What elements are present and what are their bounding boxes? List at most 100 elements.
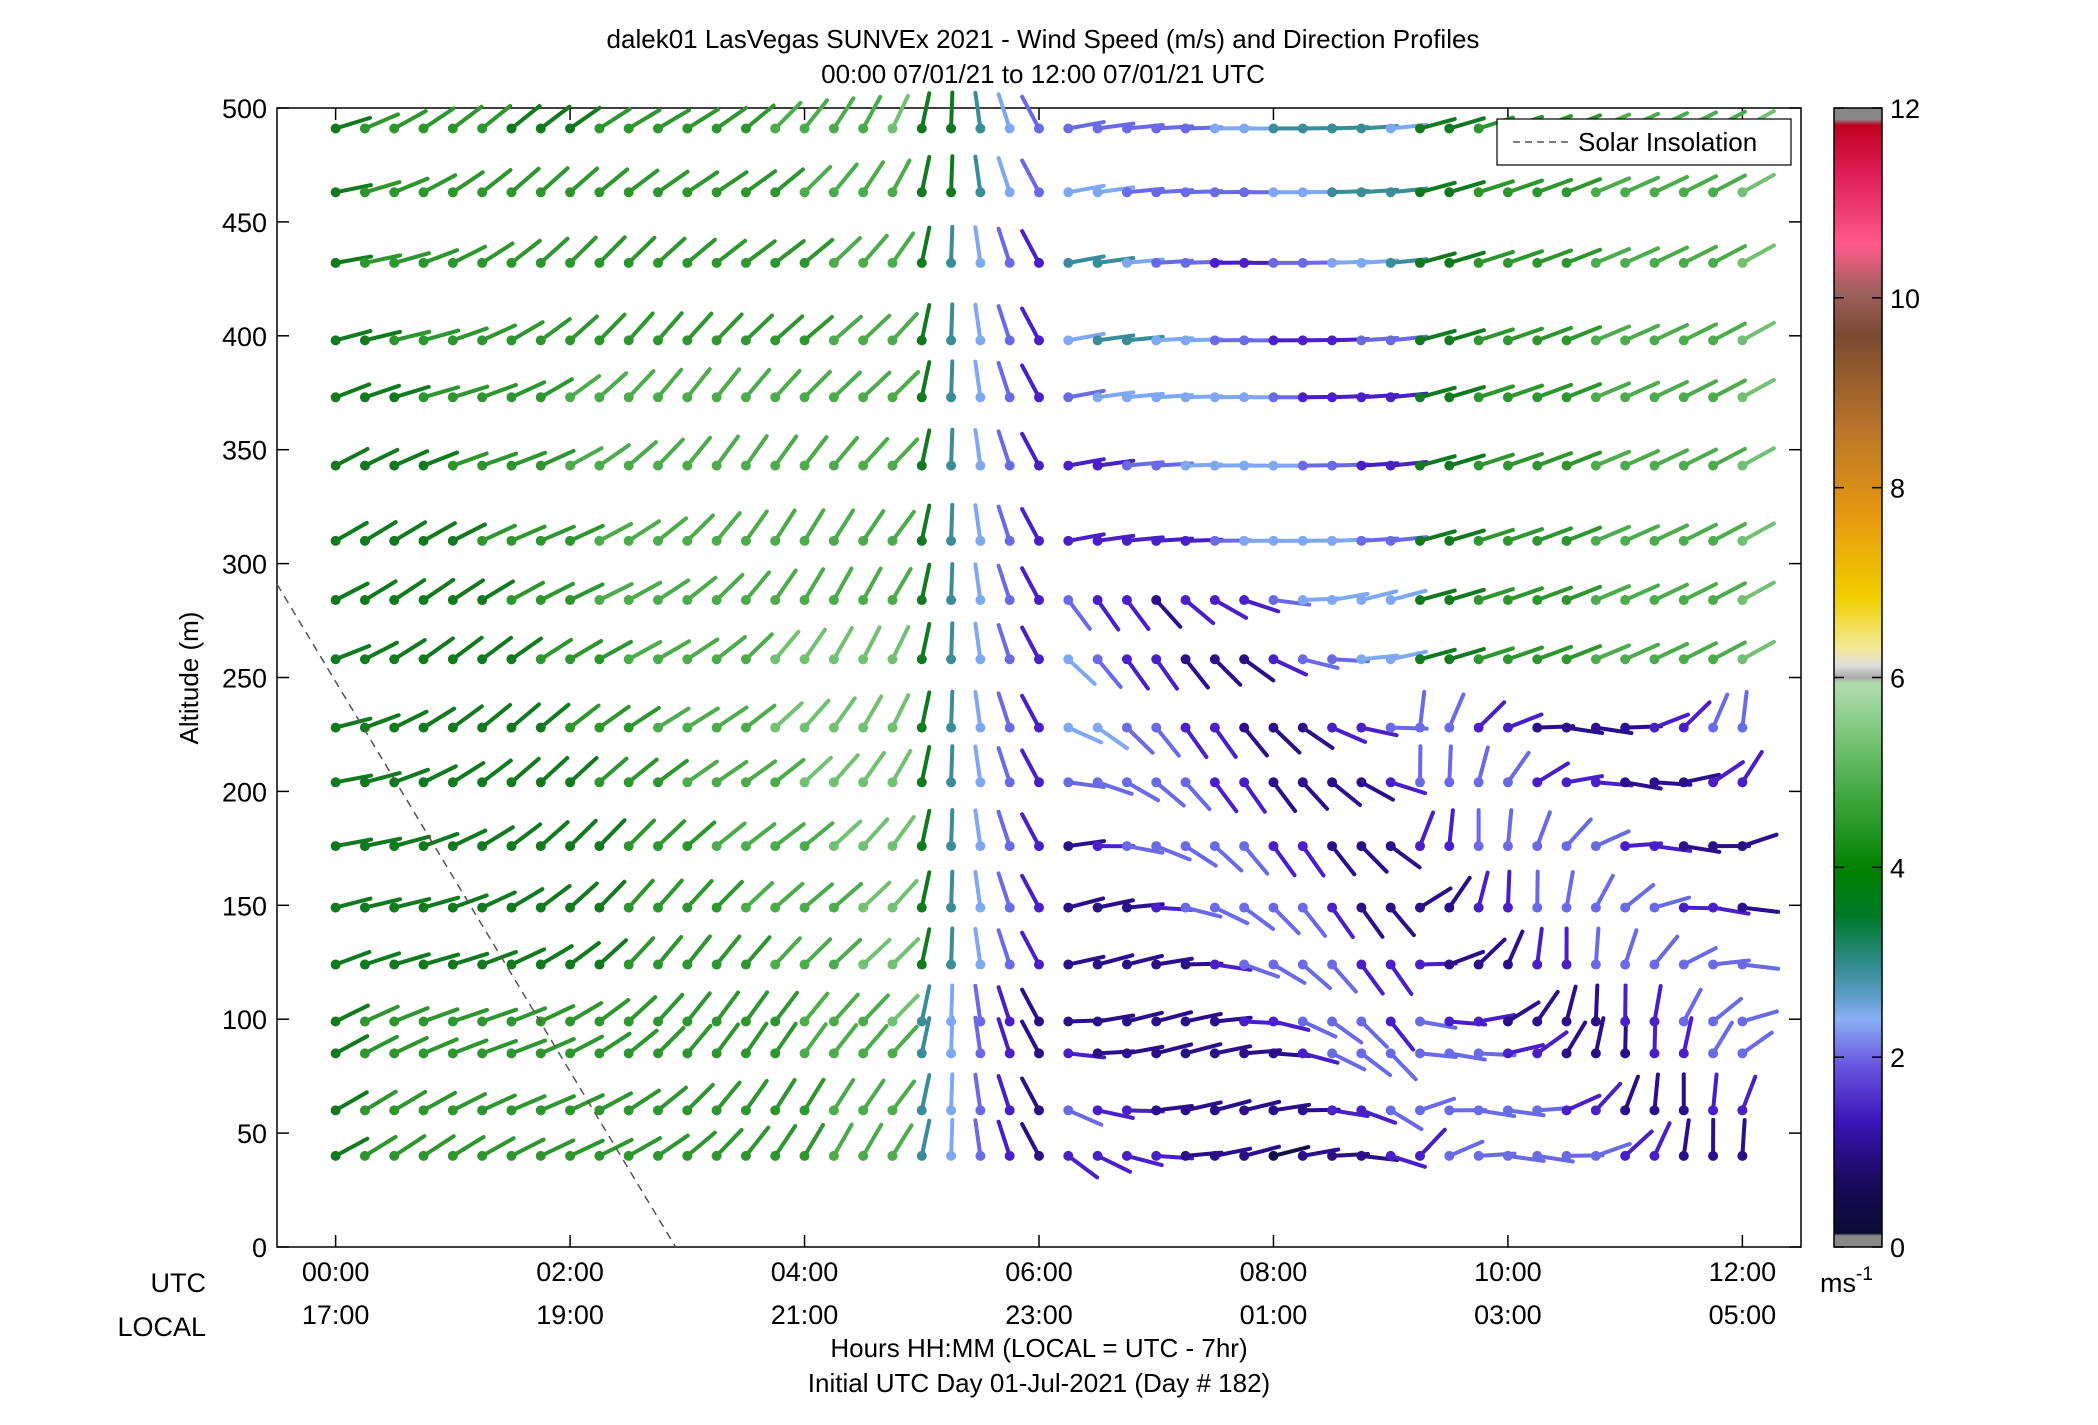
wind-barb bbox=[831, 1023, 859, 1056]
wind-barb-dot bbox=[1415, 902, 1425, 913]
wind-barb-dot bbox=[1151, 902, 1162, 913]
wind-barb bbox=[996, 623, 1012, 662]
wind-barb-dot bbox=[740, 722, 751, 733]
wind-barb-dot bbox=[916, 257, 927, 268]
wind-barb bbox=[538, 820, 570, 849]
wind-barb-dot bbox=[1268, 257, 1279, 268]
wind-barb bbox=[685, 1023, 713, 1056]
wind-barb bbox=[685, 435, 713, 468]
wind-barb-dot bbox=[1444, 535, 1455, 546]
wind-barb-dot bbox=[1151, 1048, 1162, 1059]
wind-barb-dot bbox=[1473, 959, 1484, 970]
wind-barb-dot bbox=[1121, 392, 1132, 403]
wind-barb-dot bbox=[359, 654, 370, 665]
wind-barb-dot bbox=[1004, 392, 1015, 403]
wind-barb-dot bbox=[1708, 777, 1719, 788]
wind-barb-dot bbox=[1239, 959, 1250, 970]
wind-barb-dot bbox=[682, 1150, 693, 1161]
wind-barb-dot bbox=[389, 959, 400, 970]
wind-barb-dot bbox=[1502, 902, 1513, 913]
wind-barb-dot bbox=[1678, 187, 1689, 198]
wind-barb bbox=[831, 819, 863, 849]
wind-barb bbox=[421, 952, 461, 967]
wind-barb-dot bbox=[1532, 187, 1543, 198]
wind-barb-dot bbox=[1444, 257, 1455, 268]
wind-barb-dot bbox=[477, 654, 488, 665]
wind-barb-dot bbox=[1590, 595, 1601, 606]
wind-barb-dot bbox=[1034, 460, 1044, 471]
wind-barb bbox=[890, 624, 911, 662]
wind-barb bbox=[1681, 522, 1718, 543]
wind-barb bbox=[450, 828, 488, 849]
wind-barb-dot bbox=[1063, 1105, 1074, 1116]
wind-barb-dot bbox=[594, 841, 605, 852]
wind-barb-dot bbox=[682, 187, 693, 198]
wind-barb bbox=[392, 109, 428, 131]
wind-barb-dot bbox=[740, 959, 751, 970]
wind-barb-dot bbox=[1502, 959, 1513, 970]
wind-barb-dot bbox=[1092, 187, 1103, 198]
wind-barb bbox=[1505, 808, 1514, 849]
wind-barb bbox=[1593, 1081, 1623, 1113]
wind-barb bbox=[1505, 712, 1544, 730]
wind-barb bbox=[1154, 1042, 1194, 1056]
wind-barb bbox=[1418, 328, 1457, 343]
wind-barb bbox=[1447, 808, 1455, 849]
wind-barb bbox=[1564, 450, 1603, 468]
wind-barb-dot bbox=[359, 777, 370, 788]
wind-barb bbox=[656, 311, 684, 343]
wind-barb bbox=[773, 368, 802, 400]
wind-barb-dot bbox=[1356, 777, 1367, 788]
wind-barb bbox=[568, 523, 605, 543]
wind-barb-dot bbox=[1473, 654, 1484, 665]
wind-barb-dot bbox=[799, 595, 810, 606]
wind-barb-dot bbox=[1385, 535, 1396, 546]
wind-barb bbox=[1447, 385, 1486, 400]
wind-barb-dot bbox=[1415, 1048, 1425, 1059]
wind-barb-dot bbox=[565, 460, 576, 471]
wind-barb-dot bbox=[887, 460, 898, 471]
wind-barb bbox=[714, 434, 740, 468]
wind-barb bbox=[996, 226, 1012, 265]
wind-barb-dot bbox=[1004, 595, 1015, 606]
x-tick-label-utc: 08:00 bbox=[1240, 1257, 1308, 1287]
wind-barb-dot bbox=[770, 654, 781, 665]
wind-barb bbox=[973, 689, 983, 730]
wind-barb bbox=[450, 704, 484, 730]
wind-barb bbox=[1447, 1139, 1485, 1158]
x-tick-label-utc: 10:00 bbox=[1474, 1257, 1542, 1287]
wind-barb bbox=[802, 627, 827, 662]
wind-barb bbox=[1476, 937, 1507, 967]
wind-barb-dot bbox=[1385, 1150, 1396, 1161]
wind-barb bbox=[568, 940, 601, 967]
wind-barb bbox=[1740, 1074, 1758, 1113]
wind-barb-dot bbox=[828, 535, 839, 546]
wind-barb-dot bbox=[1297, 187, 1308, 198]
wind-barb bbox=[1271, 780, 1298, 814]
wind-barb-dot bbox=[740, 595, 751, 606]
wind-barb bbox=[480, 1007, 519, 1024]
wind-barb-dot bbox=[1297, 1016, 1308, 1027]
local-row-label: LOCAL bbox=[117, 1312, 206, 1342]
wind-barb bbox=[450, 1038, 489, 1056]
wind-barb-dot bbox=[946, 841, 957, 852]
wind-barb-dot bbox=[916, 595, 927, 606]
wind-barb-dot bbox=[1561, 654, 1572, 665]
wind-barb bbox=[861, 1024, 889, 1056]
wind-barb-dot bbox=[1209, 460, 1220, 471]
wind-barb-dot bbox=[1209, 187, 1220, 198]
wind-barb bbox=[1740, 1117, 1747, 1158]
wind-barb bbox=[861, 880, 892, 910]
wind-barb bbox=[1212, 657, 1243, 687]
y-tick-label: 50 bbox=[237, 1119, 267, 1149]
wind-barb bbox=[450, 522, 487, 543]
wind-barb bbox=[802, 435, 829, 468]
wind-barb bbox=[1593, 829, 1631, 849]
wind-barb-dot bbox=[418, 187, 429, 198]
wind-barb bbox=[919, 428, 932, 468]
colorbar-tick-label: 10 bbox=[1890, 284, 1920, 314]
wind-barb bbox=[1418, 1127, 1447, 1158]
wind-barb-dot bbox=[1444, 595, 1455, 606]
wind-barb-dot bbox=[1180, 535, 1191, 546]
wind-barb bbox=[919, 303, 932, 343]
